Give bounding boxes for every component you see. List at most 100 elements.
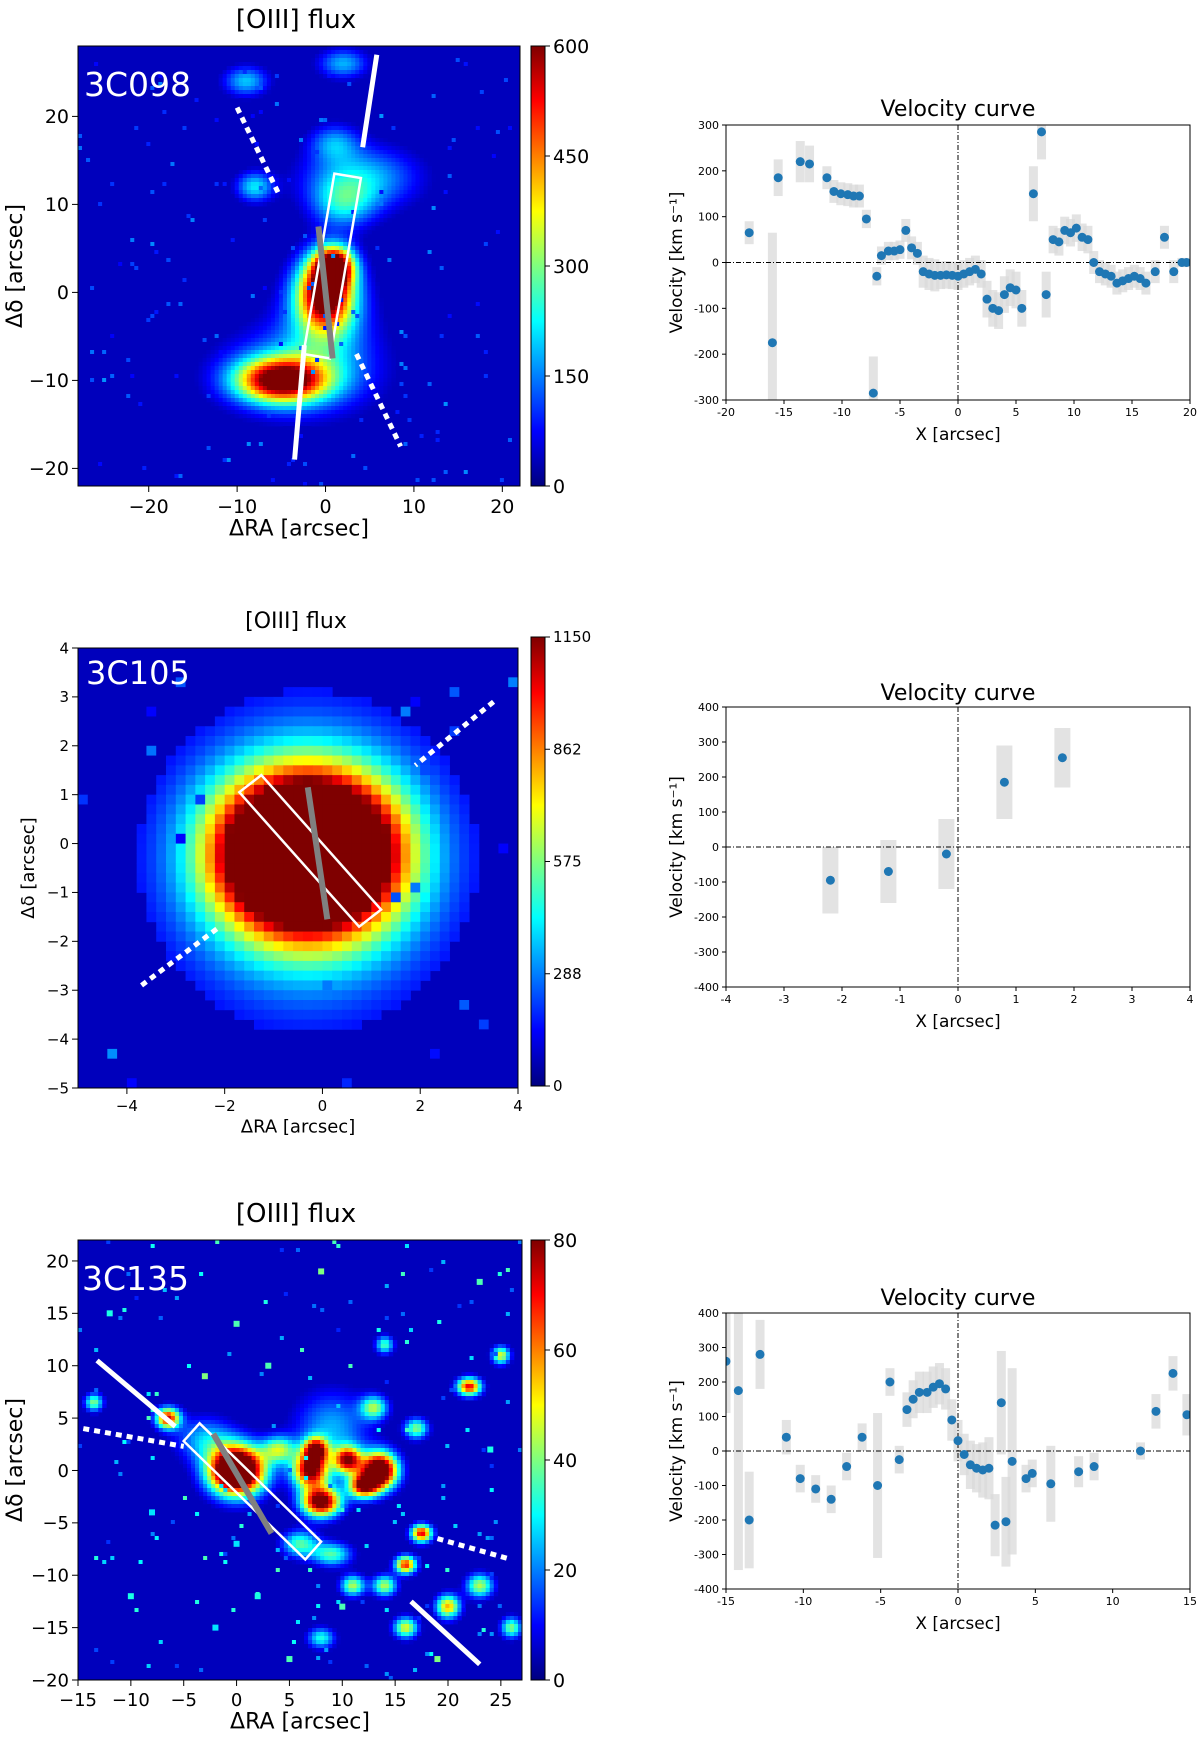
- flux-pixel: [266, 74, 272, 79]
- flux-pixel: [307, 246, 312, 251]
- flux-pixel: [293, 824, 304, 835]
- flux-pixel: [250, 62, 256, 67]
- flux-pixel: [158, 1408, 164, 1413]
- flux-pixel: [316, 1432, 321, 1437]
- flux-pixel: [359, 70, 364, 75]
- flux-pixel: [342, 794, 353, 805]
- flux-pixel: [383, 162, 388, 167]
- flux-pixel: [254, 892, 265, 903]
- flux-pixel: [226, 338, 232, 343]
- flux-pixel: [351, 266, 356, 271]
- flux-pixel: [226, 78, 232, 83]
- x-tick-label: −10: [217, 496, 257, 518]
- flux-pixel: [390, 814, 402, 825]
- flux-pixel: [351, 66, 356, 71]
- flux-pixel: [351, 892, 362, 903]
- flux-pixel: [307, 386, 312, 391]
- flux-pixel: [367, 362, 372, 367]
- flux-pixel: [258, 190, 264, 195]
- flux-pixel: [205, 833, 216, 844]
- flux-pixel: [315, 310, 320, 315]
- flux-pixel: [351, 234, 356, 239]
- flux-pixel: [324, 1432, 329, 1437]
- flux-pixel: [234, 970, 245, 981]
- flux-pixel: [250, 330, 256, 335]
- flux-pixel: [368, 1420, 374, 1425]
- flux-pixel: [290, 402, 296, 407]
- flux-pixel: [205, 980, 216, 991]
- flux-pixel: [238, 178, 244, 183]
- flux-pixel: [266, 174, 272, 179]
- flux-pixel: [270, 182, 276, 187]
- flux-pixel: [331, 326, 336, 331]
- flux-pixel: [344, 1400, 349, 1405]
- flux-pixel: [355, 238, 360, 243]
- flux-pixel: [407, 154, 412, 159]
- flux-pixel: [339, 118, 344, 123]
- flux-pixel: [311, 202, 316, 207]
- flux-pixel: [322, 736, 333, 747]
- flux-pixel: [315, 386, 320, 391]
- flux-pixel: [359, 242, 364, 247]
- flux-pixel: [359, 374, 364, 379]
- flux-pixel: [244, 696, 255, 708]
- flux-pixel: [356, 1404, 361, 1409]
- flux-pixel: [347, 322, 352, 327]
- flux-pixel: [344, 1424, 349, 1429]
- flux-pixel: [218, 78, 224, 83]
- flux-pixel: [347, 190, 352, 195]
- flux-pixel: [323, 202, 328, 207]
- flux-pixel: [258, 410, 264, 415]
- flux-pixel: [230, 386, 236, 391]
- flux-pixel: [381, 736, 392, 747]
- flux-pixel: [166, 921, 177, 932]
- flux-pixel: [166, 1432, 172, 1437]
- flux-pixel: [355, 138, 360, 143]
- flux-pixel: [415, 198, 420, 203]
- flux-pixel: [266, 338, 272, 343]
- flux-pixel: [328, 1388, 333, 1393]
- flux-pixel: [234, 174, 240, 179]
- flux-pixel: [294, 362, 300, 367]
- flux-pixel: [375, 358, 380, 363]
- flux-pixel: [222, 338, 228, 343]
- flux-pixel: [215, 1428, 220, 1433]
- flux-pixel: [430, 902, 441, 913]
- flux-pixel: [203, 1436, 208, 1441]
- flux-pixel: [270, 298, 276, 303]
- flux-pixel: [347, 330, 352, 335]
- flux-pixel: [355, 170, 360, 175]
- flux-pixel: [343, 214, 348, 219]
- flux-pixel: [430, 775, 441, 786]
- flux-pixel: [316, 1412, 321, 1417]
- flux-pixel: [312, 1424, 317, 1429]
- flux-pixel: [383, 178, 388, 183]
- flux-pixel: [351, 78, 356, 83]
- flux-pixel: [293, 863, 304, 874]
- flux-pixel: [431, 178, 437, 183]
- flux-pixel: [368, 1408, 374, 1413]
- flux-pixel: [199, 1416, 204, 1421]
- flux-pixel: [282, 274, 288, 279]
- flux-pixel: [267, 1432, 273, 1437]
- flux-pixel: [351, 138, 356, 143]
- velocity-point: [1150, 267, 1160, 277]
- flux-pixel: [224, 814, 235, 825]
- flux-pixel: [242, 74, 248, 79]
- flux-pixel: [351, 242, 356, 247]
- flux-pixel: [206, 362, 211, 367]
- flux-pixel: [352, 1396, 357, 1401]
- flux-pixel: [347, 206, 352, 211]
- flux-pixel: [202, 394, 207, 399]
- flux-pixel: [90, 1400, 95, 1405]
- flux-pixel: [331, 166, 336, 171]
- flux-pixel: [322, 696, 333, 708]
- flux-pixel: [497, 1360, 503, 1365]
- flux-pixel: [347, 194, 352, 199]
- flux-pixel: [174, 1432, 180, 1437]
- flux-pixel: [351, 206, 356, 211]
- flux-pixel: [282, 306, 288, 311]
- flux-pixel: [250, 86, 256, 91]
- flux-pixel: [278, 274, 284, 279]
- flux-pixel: [347, 402, 352, 407]
